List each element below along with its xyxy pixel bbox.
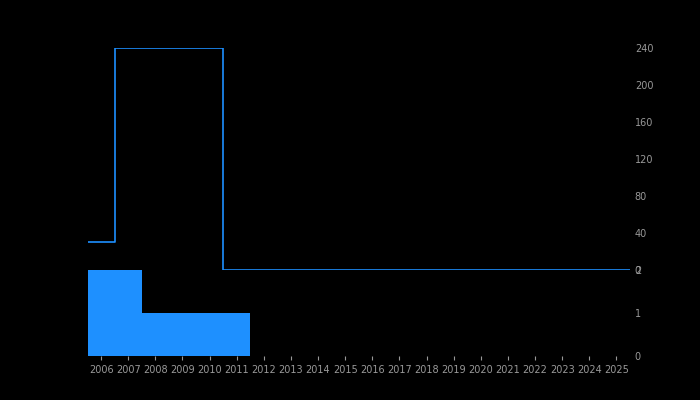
Bar	[88, 270, 115, 356]
Bar	[141, 313, 169, 356]
Bar	[196, 313, 223, 356]
Bar	[223, 313, 251, 356]
Bar	[169, 313, 196, 356]
Bar	[115, 270, 141, 356]
